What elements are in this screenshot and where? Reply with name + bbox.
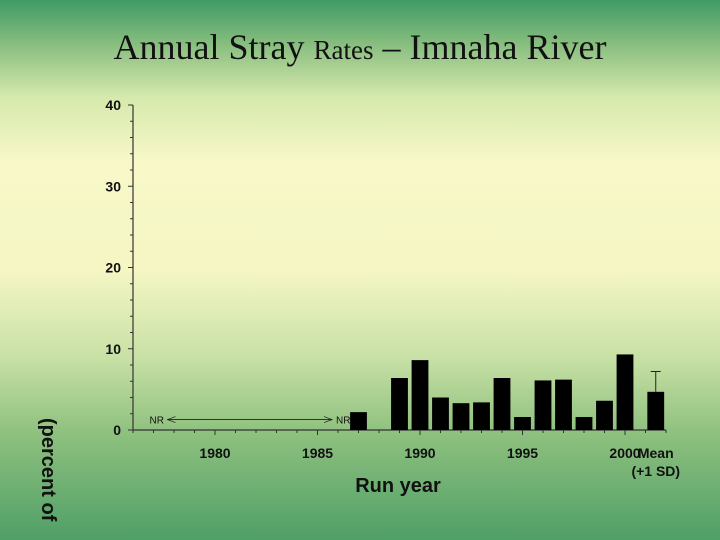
y-tick-labels: 0 10 20 30 40: [105, 97, 121, 438]
mean-sd-label: (+1 SD): [631, 463, 680, 479]
bar-1994: [493, 378, 511, 430]
bar-1990: [411, 360, 429, 430]
y-tick-label: 0: [113, 422, 121, 438]
bar-1999: [596, 400, 613, 430]
bar-1987: [350, 412, 367, 430]
nr-arrow-head-right: [323, 416, 334, 423]
y-tick-label: 40: [105, 97, 121, 113]
bar-1989: [391, 378, 408, 430]
x-axis-title: Run year: [355, 475, 441, 497]
y-tick-label: 10: [105, 341, 121, 357]
bar-1998: [575, 417, 593, 430]
bar-1997: [555, 379, 572, 430]
slide-title: Annual Stray Rates – Imnaha River: [0, 26, 720, 68]
title-part-2: Rates: [313, 35, 374, 65]
y-tick-label: 30: [105, 178, 121, 194]
y-axis-title: (percent of: [37, 418, 59, 522]
bar-1995: [514, 417, 531, 430]
data-bars: [350, 354, 634, 430]
mean-bar: [647, 391, 665, 430]
x-tick-label: 1995: [507, 445, 538, 461]
title-part-3: – Imnaha River: [373, 27, 607, 67]
x-tick-labels: 1980 1985 1990 1995 2000: [199, 445, 640, 461]
not-recorded-marker: NR NR: [150, 416, 351, 427]
nr-arrow-head-left: [166, 416, 176, 423]
mean-bar-group: [647, 371, 665, 430]
x-tick-label: 1980: [199, 445, 230, 461]
nr-label-left: NR: [150, 416, 164, 427]
y-tick-label: 20: [105, 260, 121, 276]
x-tick-label: 1990: [404, 445, 435, 461]
nr-label-right: NR: [336, 416, 350, 427]
bar-1993: [473, 402, 490, 430]
bar-1992: [452, 403, 470, 430]
mean-label: Mean: [638, 445, 674, 461]
bar-1991: [432, 397, 449, 430]
bar-1996: [534, 380, 552, 430]
title-part-1: Annual Stray: [113, 27, 314, 67]
bar-2000: [616, 354, 634, 430]
x-tick-label: 2000: [609, 445, 640, 461]
x-tick-label: 1985: [302, 445, 333, 461]
